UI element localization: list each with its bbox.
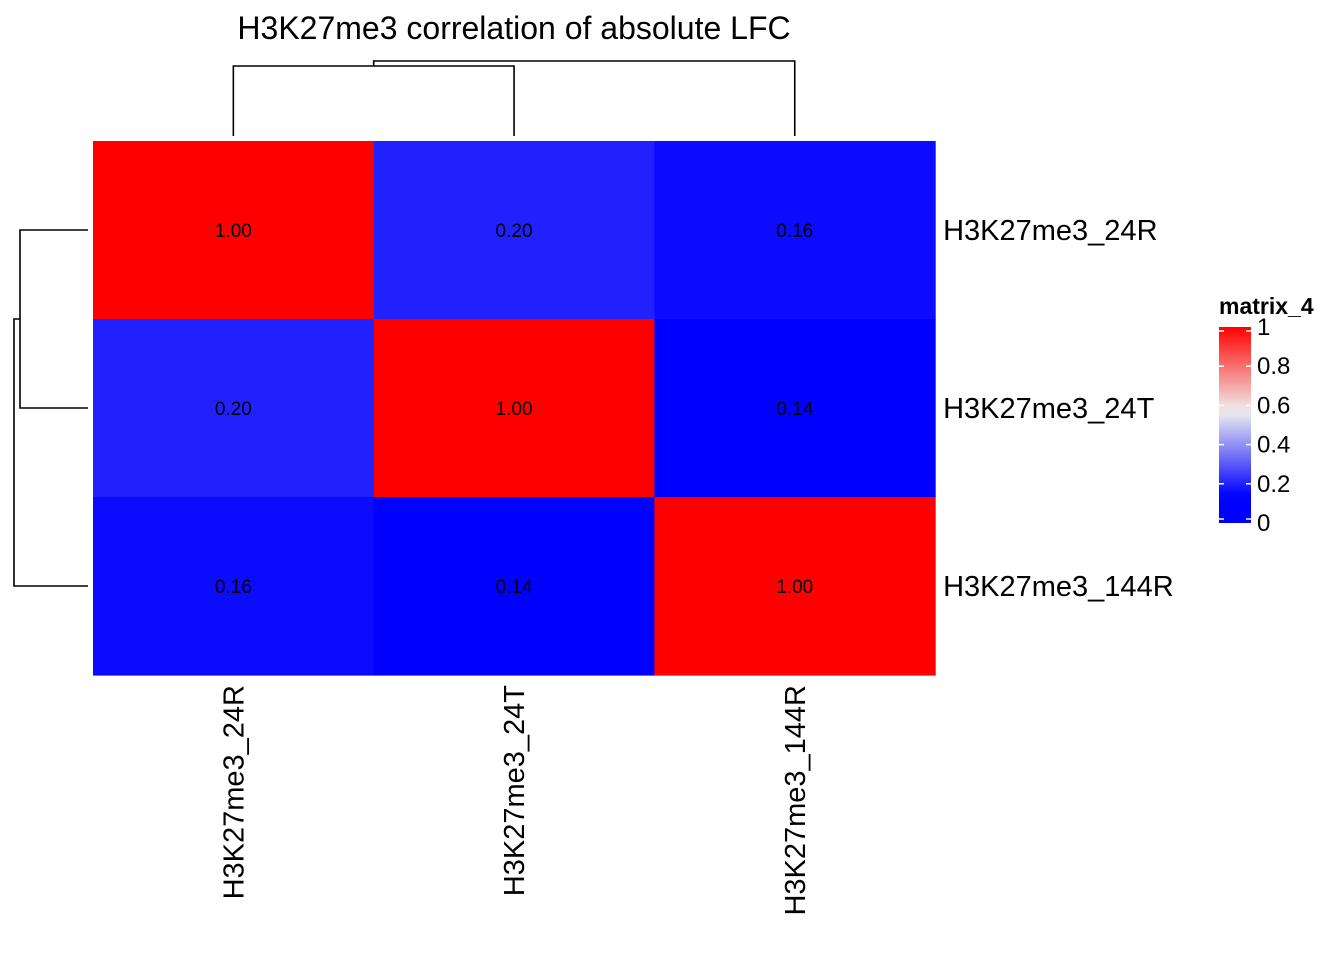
legend-tick-label: 0.8 xyxy=(1257,353,1290,380)
color-legend: matrix_4 1 0.8 0.6 0.4 0.2 0 xyxy=(1219,293,1314,537)
row-dendrogram-branch xyxy=(19,229,88,409)
column-labels: H3K27me3_24R H3K27me3_24T H3K27me3_144R xyxy=(218,685,811,916)
column-label: H3K27me3_144R xyxy=(780,685,812,916)
cell-value-label: 1.00 xyxy=(776,577,813,598)
heatmap-cell-labels: 1.00 0.20 0.16 0.20 1.00 0.14 0.16 0.14 1.00 xyxy=(215,221,814,598)
chart-title: H3K27me3 correlation of absolute LFC xyxy=(237,10,790,46)
row-dendrogram xyxy=(13,229,88,587)
row-label: H3K27me3_24T xyxy=(943,393,1154,425)
legend-tick-label: 1 xyxy=(1257,314,1270,341)
heatmap-cell xyxy=(373,319,655,498)
legend-color-bar xyxy=(1219,327,1251,523)
column-dendrogram-branch xyxy=(372,60,796,136)
heatmap-cell xyxy=(654,141,936,320)
heatmap-cell xyxy=(93,319,375,498)
heatmap-cells xyxy=(93,141,936,676)
row-labels: H3K27me3_24R H3K27me3_24T H3K27me3_144R xyxy=(943,215,1174,603)
cell-value-label: 1.00 xyxy=(496,399,533,420)
heatmap-cell xyxy=(373,141,655,320)
heatmap-cell xyxy=(93,497,375,676)
column-label: H3K27me3_24T xyxy=(499,685,531,896)
column-dendrogram-branch xyxy=(232,65,515,136)
legend-ticks: 1 0.8 0.6 0.4 0.2 0 xyxy=(1219,314,1290,537)
legend-title: matrix_4 xyxy=(1219,293,1314,319)
cell-value-label: 0.14 xyxy=(496,577,533,598)
cell-value-label: 0.20 xyxy=(496,221,533,242)
row-label: H3K27me3_144R xyxy=(943,571,1174,603)
column-label: H3K27me3_24R xyxy=(218,685,250,899)
cell-value-label: 0.20 xyxy=(215,399,252,420)
legend-tick-label: 0.6 xyxy=(1257,392,1290,419)
legend-tick-label: 0.2 xyxy=(1257,471,1290,498)
heatmap-cell xyxy=(654,319,936,498)
heatmap-cell xyxy=(654,497,936,676)
legend-tick-label: 0.4 xyxy=(1257,432,1290,459)
column-dendrogram xyxy=(232,60,796,136)
cell-value-label: 0.16 xyxy=(776,221,813,242)
row-dendrogram-branch xyxy=(13,318,88,587)
cell-value-label: 0.14 xyxy=(776,399,813,420)
cell-value-label: 0.16 xyxy=(215,577,252,598)
legend-tick-label: 0 xyxy=(1257,510,1270,537)
cell-value-label: 1.00 xyxy=(215,221,252,242)
row-label: H3K27me3_24R xyxy=(943,215,1157,247)
heatmap-cell xyxy=(93,141,375,320)
heatmap-cell xyxy=(373,497,655,676)
